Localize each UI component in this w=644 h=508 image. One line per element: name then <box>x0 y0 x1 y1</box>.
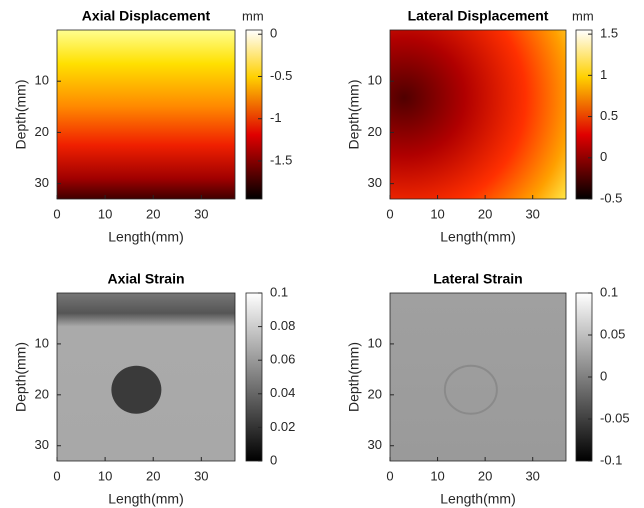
y-tick-label: 20 <box>35 124 49 139</box>
x-tick-label: 20 <box>146 206 160 221</box>
y-axis-label: Depth(mm) <box>346 79 362 149</box>
y-tick-label: 10 <box>35 73 49 88</box>
colorbar-tick-label: 0.5 <box>600 108 618 123</box>
colorbar-tick-label: -0.05 <box>600 410 630 425</box>
inclusion <box>111 366 161 414</box>
y-tick-label: 10 <box>35 335 49 350</box>
colorbar <box>246 293 262 461</box>
colorbar-tick-label: 0 <box>600 149 607 164</box>
y-tick-label: 10 <box>368 73 382 88</box>
colorbar-tick-label: -0.5 <box>600 190 622 205</box>
heatmap-image <box>57 30 235 199</box>
colorbar-tick-label: 0.1 <box>270 284 288 299</box>
colorbar-tick-label: 1.5 <box>600 26 618 41</box>
panel-title: Lateral Strain <box>433 271 522 287</box>
x-tick-label: 20 <box>146 468 160 483</box>
x-tick-label: 0 <box>53 468 60 483</box>
y-tick-label: 10 <box>368 335 382 350</box>
colorbar-tick-label: -0.5 <box>270 68 292 83</box>
colorbar-tick-label: 0 <box>270 452 277 467</box>
x-tick-label: 20 <box>478 206 492 221</box>
colorbar-tick-label: 0.02 <box>270 419 295 434</box>
x-tick-label: 10 <box>98 468 112 483</box>
colorbar-tick-label: -1.5 <box>270 152 292 167</box>
y-tick-label: 20 <box>368 124 382 139</box>
colorbar <box>246 30 262 199</box>
figure: Axial Displacement0102030102030Length(mm… <box>0 0 644 508</box>
x-tick-label: 0 <box>386 468 393 483</box>
colorbar-tick-label: 0 <box>270 26 277 41</box>
x-tick-label: 10 <box>430 468 444 483</box>
x-axis-label: Length(mm) <box>440 229 515 245</box>
x-tick-label: 30 <box>525 468 539 483</box>
x-tick-label: 0 <box>53 206 60 221</box>
x-tick-label: 10 <box>430 206 444 221</box>
x-tick-label: 10 <box>98 206 112 221</box>
colorbar-tick-label: 0.1 <box>600 284 618 299</box>
heatmap-image <box>390 293 566 461</box>
colorbar-tick-label: 0 <box>600 368 607 383</box>
colorbar-tick-label: -1 <box>270 110 282 125</box>
panel-title: Axial Displacement <box>82 8 211 24</box>
colorbar-tick-label: 1 <box>600 67 607 82</box>
y-axis-label: Depth(mm) <box>346 342 362 412</box>
panel-title: Axial Strain <box>107 271 184 287</box>
y-axis-label: Depth(mm) <box>13 342 29 412</box>
colorbar-tick-label: 0.06 <box>270 352 295 367</box>
x-tick-label: 0 <box>386 206 393 221</box>
x-axis-label: Length(mm) <box>108 229 183 245</box>
y-tick-label: 30 <box>35 437 49 452</box>
x-tick-label: 30 <box>525 206 539 221</box>
heatmap-image <box>390 30 566 199</box>
colorbar-unit: mm <box>242 8 264 23</box>
colorbar-tick-label: 0.05 <box>600 326 625 341</box>
y-tick-label: 20 <box>35 386 49 401</box>
y-tick-label: 30 <box>35 175 49 190</box>
x-axis-label: Length(mm) <box>440 491 515 507</box>
y-tick-label: 30 <box>368 175 382 190</box>
x-tick-label: 20 <box>478 468 492 483</box>
panel-title: Lateral Displacement <box>408 8 549 24</box>
y-tick-label: 30 <box>368 437 382 452</box>
y-axis-label: Depth(mm) <box>13 79 29 149</box>
x-axis-label: Length(mm) <box>108 491 183 507</box>
colorbar <box>576 30 592 199</box>
y-tick-label: 20 <box>368 386 382 401</box>
x-tick-label: 30 <box>194 206 208 221</box>
colorbar-tick-label: -0.1 <box>600 452 622 467</box>
colorbar-tick-label: 0.04 <box>270 385 295 400</box>
x-tick-label: 30 <box>194 468 208 483</box>
colorbar-unit: mm <box>572 8 594 23</box>
colorbar-tick-label: 0.08 <box>270 318 295 333</box>
